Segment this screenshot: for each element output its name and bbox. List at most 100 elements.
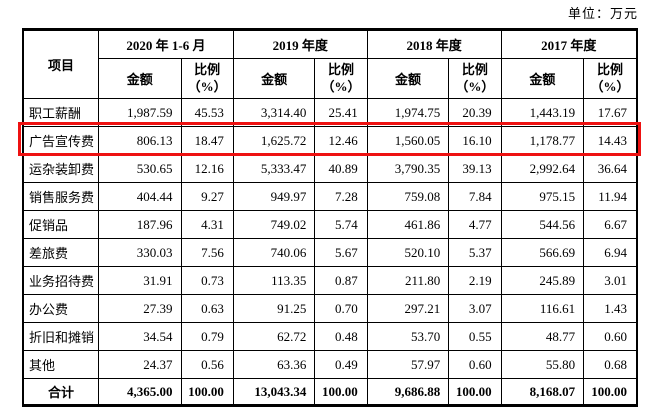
ratio-cell: 0.56	[180, 350, 234, 379]
row-label: 广告宣传费	[22, 126, 99, 155]
ratio-cell: 0.63	[180, 294, 234, 323]
table-row: 广告宣传费 806.13 18.47 1,625.72 12.46 1,560.05 16.…	[22, 126, 638, 155]
amount-cell: 461.86	[366, 210, 450, 239]
ratio-cell: 2.19	[448, 266, 502, 295]
amount-cell: 297.21	[366, 294, 450, 323]
amount-cell: 245.89	[500, 266, 585, 295]
ratio-cell: 100.00	[583, 378, 638, 406]
amount-cell: 1,443.19	[500, 98, 585, 127]
ratio-header-2017: 比例 （%）	[583, 58, 638, 99]
ratio-header-line2: （%）	[455, 78, 495, 94]
ratio-header-2018: 比例 （%）	[448, 58, 502, 99]
ratio-header-line2: （%）	[321, 78, 361, 94]
ratio-header-line1: 比例	[194, 62, 221, 78]
ratio-cell: 25.41	[314, 98, 368, 127]
ratio-header-line1: 比例	[328, 62, 355, 78]
ratio-cell: 4.77	[448, 210, 502, 239]
ratio-cell: 6.67	[583, 210, 638, 239]
row-label: 其他	[22, 350, 99, 379]
header-year-row: 项目 2020 年 1-6 月 2019 年度 2018 年度 2017 年度	[22, 29, 638, 99]
row-label: 促销品	[22, 210, 99, 239]
ratio-cell: 18.47	[180, 126, 234, 155]
ratio-header-2019: 比例 （%）	[314, 58, 368, 99]
row-label: 合计	[22, 378, 99, 406]
ratio-cell: 3.01	[583, 266, 638, 295]
ratio-header-line2: （%）	[590, 78, 630, 94]
amount-cell: 3,314.40	[232, 98, 316, 127]
ratio-cell: 5.67	[314, 238, 368, 267]
ratio-cell: 7.84	[448, 182, 502, 211]
amount-cell: 740.06	[232, 238, 316, 267]
ratio-header-2020: 比例 （%）	[180, 58, 234, 99]
amount-cell: 806.13	[97, 126, 182, 155]
ratio-cell: 36.64	[583, 154, 638, 183]
amount-header-2020: 金额	[97, 58, 182, 99]
ratio-cell: 0.60	[448, 350, 502, 379]
ratio-cell: 3.07	[448, 294, 502, 323]
period-header-2020: 2020 年 1-6 月	[97, 29, 234, 59]
amount-cell: 544.56	[500, 210, 585, 239]
amount-cell: 187.96	[97, 210, 182, 239]
ratio-cell: 5.74	[314, 210, 368, 239]
amount-cell: 8,168.07	[500, 378, 585, 406]
ratio-cell: 14.43	[583, 126, 638, 155]
table-row: 运杂装卸费 530.65 12.16 5,333.47 40.89 3,790.35 39.…	[22, 154, 638, 183]
amount-cell: 57.97	[366, 350, 450, 379]
amount-cell: 330.03	[97, 238, 182, 267]
ratio-cell: 5.37	[448, 238, 502, 267]
amount-cell: 53.70	[366, 322, 450, 351]
ratio-cell: 4.31	[180, 210, 234, 239]
amount-cell: 566.69	[500, 238, 585, 267]
amount-cell: 211.80	[366, 266, 450, 295]
amount-cell: 1,625.72	[232, 126, 316, 155]
amount-cell: 34.54	[97, 322, 182, 351]
ratio-cell: 0.70	[314, 294, 368, 323]
amount-cell: 1,974.75	[366, 98, 450, 127]
row-label: 职工薪酬	[22, 98, 99, 127]
expense-table: 项目 2020 年 1-6 月 2019 年度 2018 年度 2017 年度 …	[22, 28, 638, 407]
table-row: 差旅费 330.03 7.56 740.06 5.67 520.10 5.37 566.69 6…	[22, 238, 638, 267]
ratio-cell: 100.00	[314, 378, 368, 406]
row-label: 销售服务费	[22, 182, 99, 211]
ratio-cell: 7.28	[314, 182, 368, 211]
ratio-cell: 40.89	[314, 154, 368, 183]
table-row: 职工薪酬 1,987.59 45.53 3,314.40 25.41 1,974.75 20…	[22, 98, 638, 127]
ratio-cell: 0.49	[314, 350, 368, 379]
ratio-cell: 100.00	[448, 378, 502, 406]
ratio-cell: 100.00	[180, 378, 234, 406]
ratio-cell: 0.87	[314, 266, 368, 295]
item-column-header: 项目	[22, 29, 99, 99]
amount-cell: 530.65	[97, 154, 182, 183]
ratio-cell: 12.46	[314, 126, 368, 155]
amount-header-2019: 金额	[232, 58, 316, 99]
amount-header-2018: 金额	[366, 58, 450, 99]
amount-cell: 27.39	[97, 294, 182, 323]
amount-cell: 520.10	[366, 238, 450, 267]
ratio-cell: 39.13	[448, 154, 502, 183]
amount-cell: 63.36	[232, 350, 316, 379]
ratio-cell: 45.53	[180, 98, 234, 127]
period-header-2017: 2017 年度	[500, 29, 638, 59]
amount-cell: 31.91	[97, 266, 182, 295]
amount-cell: 55.80	[500, 350, 585, 379]
ratio-cell: 16.10	[448, 126, 502, 155]
amount-cell: 975.15	[500, 182, 585, 211]
expense-table-wrap: 项目 2020 年 1-6 月 2019 年度 2018 年度 2017 年度 …	[18, 28, 641, 407]
amount-cell: 24.37	[97, 350, 182, 379]
ratio-cell: 0.48	[314, 322, 368, 351]
ratio-cell: 7.56	[180, 238, 234, 267]
unit-label: 单位：万元	[567, 6, 638, 21]
row-label: 运杂装卸费	[22, 154, 99, 183]
table-row: 折旧和摊销 34.54 0.79 62.72 0.48 53.70 0.55 48.77 0.6…	[22, 322, 638, 351]
period-header-2018: 2018 年度	[366, 29, 502, 59]
amount-cell: 759.08	[366, 182, 450, 211]
ratio-cell: 0.60	[583, 322, 638, 351]
amount-cell: 749.02	[232, 210, 316, 239]
amount-cell: 949.97	[232, 182, 316, 211]
ratio-cell: 0.68	[583, 350, 638, 379]
table-row: 办公费 27.39 0.63 91.25 0.70 297.21 3.07 116.61 1.4…	[22, 294, 638, 323]
table-row: 销售服务费 404.44 9.27 949.97 7.28 759.08 7.84 975.1…	[22, 182, 638, 211]
ratio-cell: 20.39	[448, 98, 502, 127]
amount-cell: 3,790.35	[366, 154, 450, 183]
